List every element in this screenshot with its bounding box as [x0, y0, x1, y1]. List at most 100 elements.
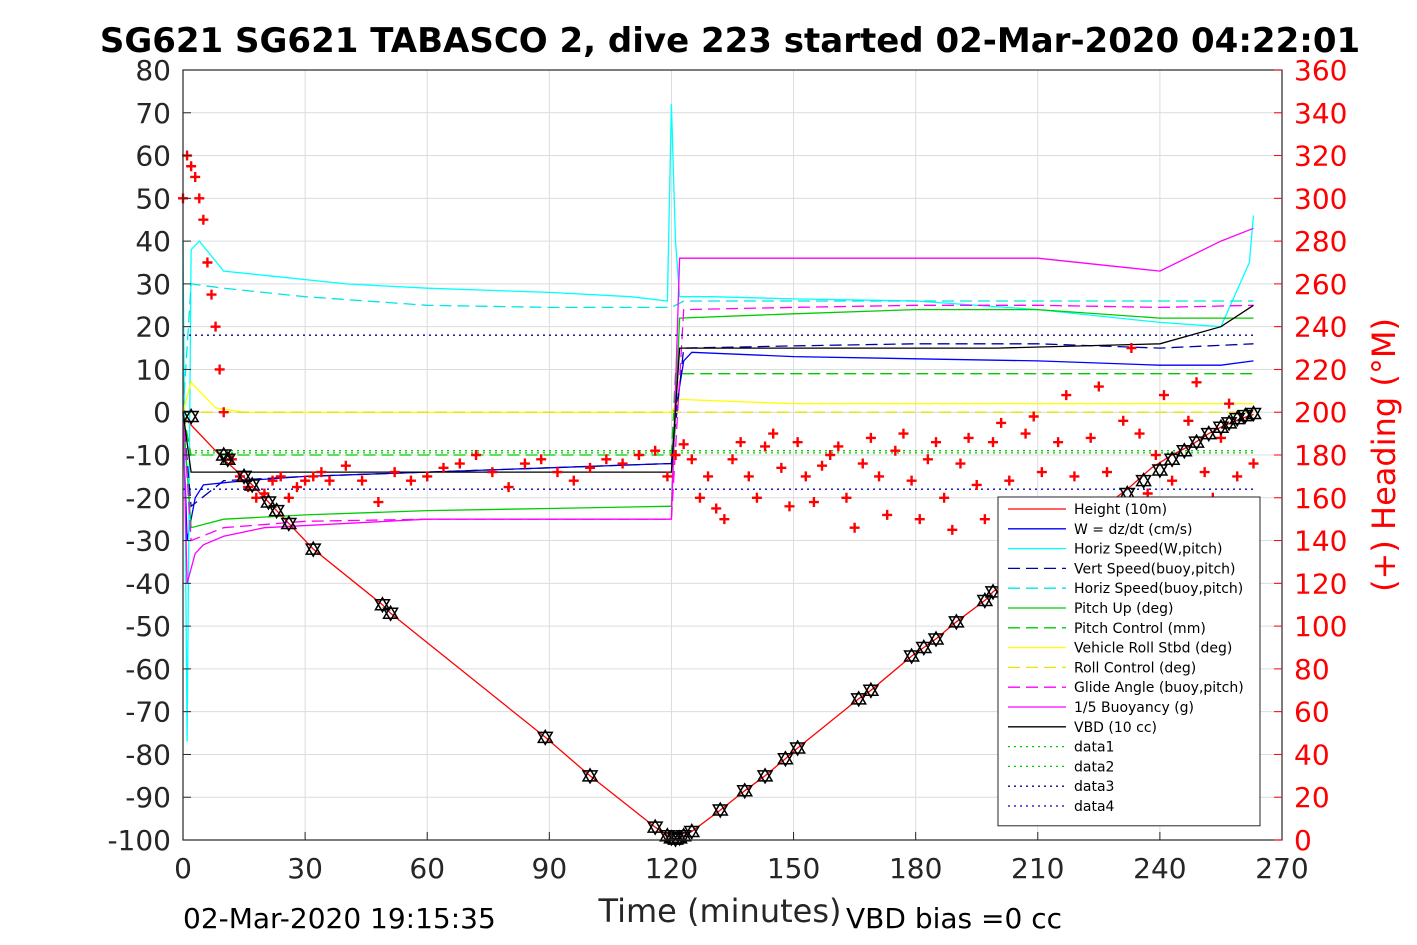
heading-point	[267, 475, 278, 486]
x-tick-label: 180	[889, 852, 942, 885]
legend-label: data2	[1074, 759, 1114, 775]
heading-point	[214, 364, 225, 375]
heading-point	[906, 475, 917, 486]
y-tick-label: 10	[135, 353, 171, 386]
heading-point	[825, 450, 836, 460]
depth-marker	[280, 514, 298, 532]
heading-point	[1061, 390, 1072, 401]
heading-point	[1085, 432, 1096, 443]
y-tick-label: 30	[135, 268, 171, 301]
y-tick-label: 0	[153, 396, 171, 429]
x-tick-label: 120	[645, 852, 698, 885]
heading-point	[1158, 390, 1169, 401]
heading-point	[670, 450, 681, 460]
legend-label: Roll Control (deg)	[1074, 660, 1196, 676]
heading-point	[568, 475, 579, 486]
heading-point	[760, 441, 771, 452]
heading-point	[202, 257, 213, 268]
depth-marker	[646, 818, 664, 836]
y-tick-label: 50	[135, 182, 171, 215]
heading-point	[955, 458, 966, 469]
legend-label: data3	[1074, 779, 1114, 795]
heading-point	[1224, 398, 1235, 409]
legend-label: Pitch Up (deg)	[1074, 601, 1173, 617]
x-tick-label: 240	[1133, 852, 1186, 885]
heading-point	[1053, 437, 1064, 448]
legend-box	[997, 496, 1261, 827]
heading-point	[218, 407, 229, 418]
depth-marker	[1163, 450, 1181, 468]
heading-point	[633, 450, 644, 460]
heading-point	[776, 462, 787, 473]
right-tick-label: 0	[1294, 824, 1312, 857]
legend-label: Horiz Speed(W,pitch)	[1074, 542, 1222, 558]
heading-point	[373, 497, 384, 508]
right-tick-label: 360	[1294, 54, 1347, 87]
depth-marker	[976, 591, 994, 609]
heading-point	[186, 161, 197, 172]
legend-label: Glide Angle (buoy,pitch)	[1074, 680, 1244, 696]
heading-point	[198, 214, 209, 225]
heading-point	[1118, 415, 1129, 426]
right-axis-ticks: 3603403203002802602402202001801601401201…	[1274, 54, 1347, 857]
heading-point	[686, 454, 697, 465]
legend-label: VBD (10 cc)	[1074, 720, 1157, 736]
y-tick-label: -80	[125, 738, 171, 771]
heading-point	[800, 471, 811, 482]
heading-point	[735, 437, 746, 448]
legend-label: W = dz/dt (cm/s)	[1074, 522, 1193, 538]
heading-point	[405, 475, 416, 486]
heading-point	[971, 479, 982, 490]
depth-marker	[536, 728, 554, 746]
heading-point	[206, 289, 217, 300]
right-axis-label: (+) Heading (°M)	[1365, 318, 1403, 592]
heading-point	[617, 458, 628, 469]
depth-marker	[984, 583, 1002, 601]
heading-point	[650, 445, 661, 456]
footer-timestamp: 02-Mar-2020 19:15:35	[183, 902, 496, 935]
x-tick-label: 60	[409, 852, 445, 885]
footer-vbd-bias: VBD bias =0 cc	[846, 902, 1062, 935]
x-tick-label: 270	[1255, 852, 1308, 885]
heading-point	[898, 428, 909, 439]
depth-marker	[1200, 425, 1218, 443]
heading-point	[1150, 450, 1161, 460]
heading-point	[1183, 415, 1194, 426]
depth-marker	[243, 476, 261, 494]
right-tick-label: 320	[1294, 140, 1347, 173]
heading-point	[389, 467, 400, 478]
series-line	[182, 373, 1254, 456]
heading-point	[947, 524, 958, 535]
heading-point	[471, 450, 482, 460]
depth-marker	[382, 604, 399, 622]
depth-marker	[235, 467, 253, 485]
heading-point	[438, 462, 449, 473]
x-tick-label: 90	[532, 852, 568, 885]
series-line	[182, 381, 1254, 413]
heading-point	[275, 471, 286, 482]
right-tick-label: 280	[1294, 225, 1347, 258]
right-tick-label: 240	[1294, 311, 1347, 344]
y-tick-label: -40	[125, 567, 171, 600]
y-tick-label: -60	[125, 653, 171, 686]
heading-point	[324, 475, 335, 486]
legend-label: Height (10m)	[1074, 502, 1167, 518]
y-tick-label: -90	[125, 781, 171, 814]
heading-point	[890, 445, 901, 456]
heading-point	[190, 171, 201, 182]
depth-marker	[581, 767, 599, 785]
depth-marker	[683, 822, 701, 840]
depth-marker	[304, 540, 322, 558]
depth-marker	[1135, 472, 1152, 490]
y-tick-label: 70	[135, 97, 171, 130]
heading-point	[291, 482, 302, 493]
heading-point	[519, 458, 530, 469]
y-tick-label: -20	[125, 482, 171, 515]
heading-point	[678, 439, 689, 450]
y-tick-label: 60	[135, 140, 171, 173]
heading-point	[1232, 471, 1243, 482]
heading-point	[1199, 467, 1210, 478]
heading-point	[963, 432, 974, 443]
heading-point	[865, 432, 876, 443]
right-tick-label: 140	[1294, 525, 1347, 558]
